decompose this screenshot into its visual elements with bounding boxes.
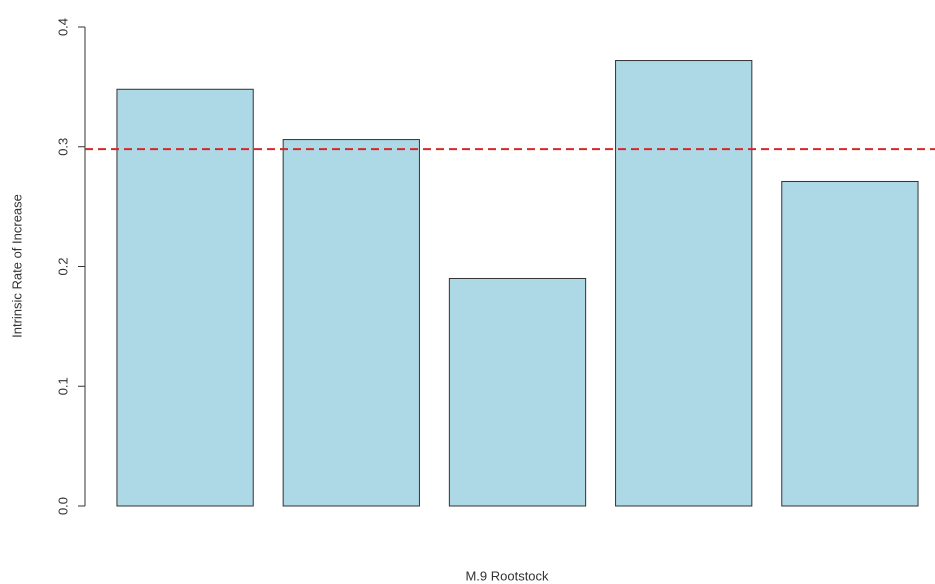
bar (781, 180, 919, 507)
x-axis-label: M.9 Rootstock (465, 568, 549, 583)
bar (448, 277, 587, 507)
y-axis-label: Intrinsic Rate of Increase (9, 194, 24, 338)
y-tick-label: 0.3 (55, 138, 70, 156)
y-tick-label: 0.2 (55, 257, 70, 275)
bar (282, 139, 420, 507)
y-tick-label: 0.4 (55, 18, 70, 36)
y-tick-label: 0.1 (55, 377, 70, 395)
bar (615, 60, 753, 507)
bar (116, 88, 254, 507)
y-tick-label: 0.0 (55, 497, 70, 515)
